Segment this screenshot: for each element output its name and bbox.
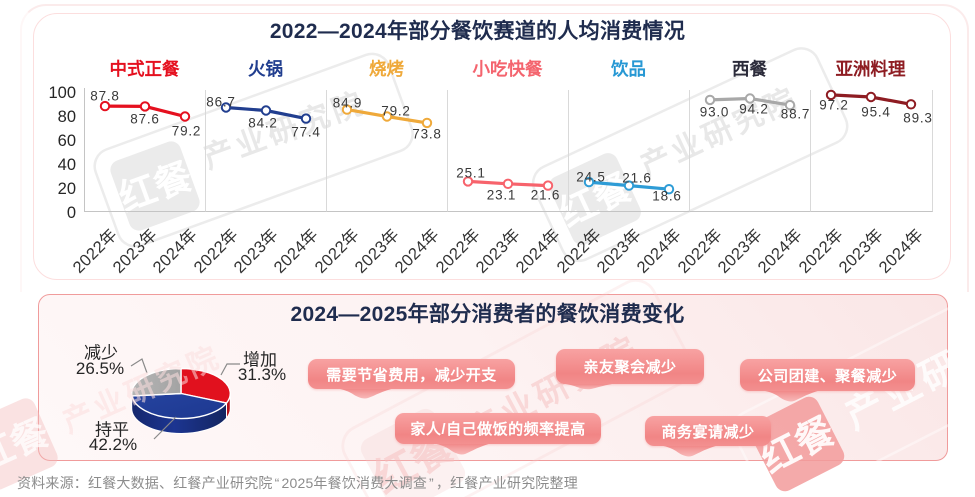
svg-text:产业研究院: 产业研究院 <box>635 81 803 184</box>
